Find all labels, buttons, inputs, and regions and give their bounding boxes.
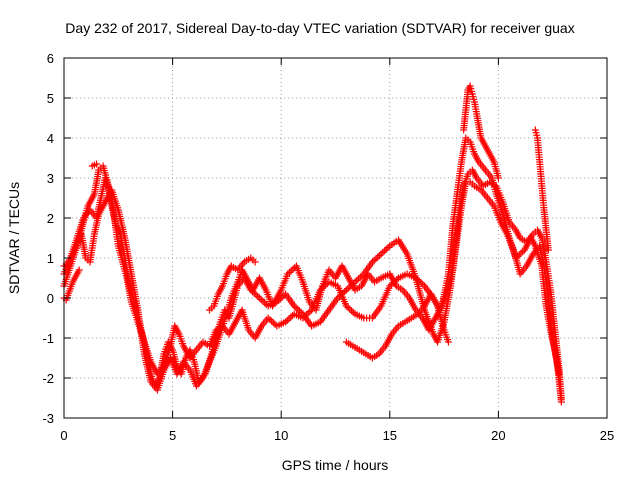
data-point bbox=[254, 292, 262, 300]
data-point bbox=[255, 294, 263, 302]
data-point bbox=[384, 244, 392, 252]
data-point bbox=[346, 305, 354, 313]
data-point bbox=[348, 307, 356, 315]
data-point bbox=[557, 398, 565, 406]
y-tick-label: -2 bbox=[42, 371, 54, 386]
data-point bbox=[285, 315, 293, 323]
y-tick-label: 0 bbox=[47, 291, 54, 306]
data-point bbox=[382, 245, 390, 253]
plot-frame bbox=[63, 57, 608, 419]
chart-title: Day 232 of 2017, Sidereal Day-to-day VTE… bbox=[65, 20, 574, 36]
data-point bbox=[444, 338, 452, 346]
y-tick-label: 4 bbox=[47, 131, 54, 146]
data-point bbox=[257, 296, 265, 304]
data-points bbox=[60, 82, 565, 406]
grid-lines bbox=[64, 58, 607, 418]
data-point bbox=[251, 258, 259, 266]
y-tick-label: 2 bbox=[47, 211, 54, 226]
y-tick-label: -1 bbox=[42, 331, 54, 346]
data-point bbox=[377, 250, 385, 258]
x-tick-label: 15 bbox=[383, 428, 397, 443]
data-point bbox=[294, 305, 302, 313]
y-tick-label: -3 bbox=[42, 411, 54, 426]
data-point bbox=[268, 317, 276, 325]
data-point bbox=[292, 304, 300, 312]
data-point bbox=[287, 267, 295, 275]
axis-ticks: 0 5 10 15 20 25 -3 -2 -1 0 1 2 3 4 5 6 bbox=[42, 51, 614, 443]
data-point bbox=[555, 370, 563, 378]
data-point bbox=[75, 266, 83, 274]
x-tick-label: 25 bbox=[600, 428, 614, 443]
data-point bbox=[353, 276, 361, 284]
x-axis-label: GPS time / hours bbox=[282, 457, 389, 473]
x-tick-label: 20 bbox=[491, 428, 505, 443]
y-axis-label: SDTVAR / TECUs bbox=[6, 182, 22, 294]
x-tick-label: 0 bbox=[60, 428, 67, 443]
data-point bbox=[379, 248, 387, 256]
y-tick-label: 6 bbox=[47, 51, 54, 66]
data-point bbox=[372, 255, 380, 263]
data-point bbox=[374, 253, 382, 261]
data-point bbox=[259, 297, 267, 305]
y-tick-label: 5 bbox=[47, 91, 54, 106]
x-tick-label: 10 bbox=[274, 428, 288, 443]
y-tick-label: 1 bbox=[47, 251, 54, 266]
data-point bbox=[494, 174, 502, 182]
x-tick-label: 5 bbox=[169, 428, 176, 443]
data-point bbox=[355, 275, 363, 283]
data-point bbox=[381, 247, 389, 255]
y-tick-label: 3 bbox=[47, 171, 54, 186]
data-point bbox=[544, 246, 552, 254]
data-point bbox=[93, 160, 101, 168]
data-point bbox=[289, 265, 297, 273]
